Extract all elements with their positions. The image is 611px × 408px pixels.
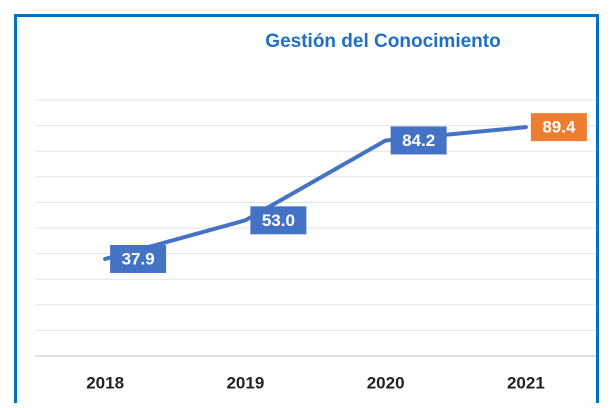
data-label: 53.0 <box>262 211 295 230</box>
data-label-box <box>110 244 167 273</box>
data-label-box <box>390 126 447 155</box>
data-label: 84.2 <box>402 131 435 150</box>
data-label-box <box>250 206 307 235</box>
frame <box>14 14 599 403</box>
line <box>103 125 528 261</box>
data-label: 37.9 <box>122 249 155 268</box>
data-label-box <box>530 113 587 142</box>
chart-title: Gestión del Conocimiento <box>265 31 500 52</box>
x-tick-label: 2019 <box>226 373 264 392</box>
x-tick-label: 2020 <box>367 373 405 392</box>
x-tick-label: 2021 <box>507 373 545 392</box>
data-label: 89.4 <box>542 118 576 137</box>
x-tick-label: 2018 <box>86 373 124 392</box>
